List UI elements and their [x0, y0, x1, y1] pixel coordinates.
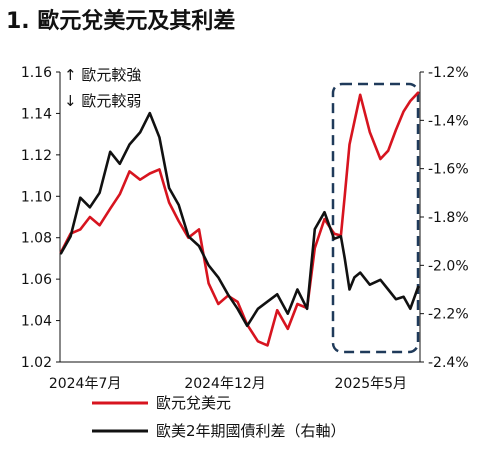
y-left-tick-label: 1.04	[21, 314, 52, 330]
x-tick-label: 2024年7月	[49, 376, 122, 392]
x-tick-label: 2025年5月	[335, 376, 408, 392]
series-line-spread	[59, 111, 420, 328]
y-left-tick-label: 1.02	[21, 355, 52, 371]
y-left-tick-label: 1.14	[21, 106, 52, 122]
chart-title: 1. 歐元兌美元及其利差	[6, 8, 235, 34]
y-left-tick-label: 1.16	[21, 65, 52, 81]
y-right-tick-label: -1.2%	[428, 65, 469, 81]
annotation-stronger: ↑ 歐元較強	[64, 66, 141, 84]
x-tick-label: 2024年12月	[184, 376, 265, 392]
annotation-weaker: ↓ 歐元較弱	[64, 92, 141, 110]
y-right-tick-label: -2.2%	[428, 307, 469, 323]
y-right-tick-label: -1.8%	[428, 210, 469, 226]
y-left-tick-label: 1.10	[21, 189, 52, 205]
legend-label-spread: 歐美2年期國債利差（右軸）	[156, 422, 346, 440]
legend-label-eurusd: 歐元兌美元	[156, 394, 231, 412]
y-right-tick-label: -1.6%	[428, 162, 469, 178]
y-right-tick-label: -1.4%	[428, 113, 469, 129]
y-left-tick-label: 1.06	[21, 272, 52, 288]
series-line-eurusd	[59, 91, 420, 347]
y-right-tick-label: -2.0%	[428, 258, 469, 274]
y-right-tick-label: -2.4%	[428, 355, 469, 371]
highlight-box	[331, 82, 420, 354]
y-left-tick-label: 1.08	[21, 231, 52, 247]
y-left-tick-label: 1.12	[21, 148, 52, 164]
